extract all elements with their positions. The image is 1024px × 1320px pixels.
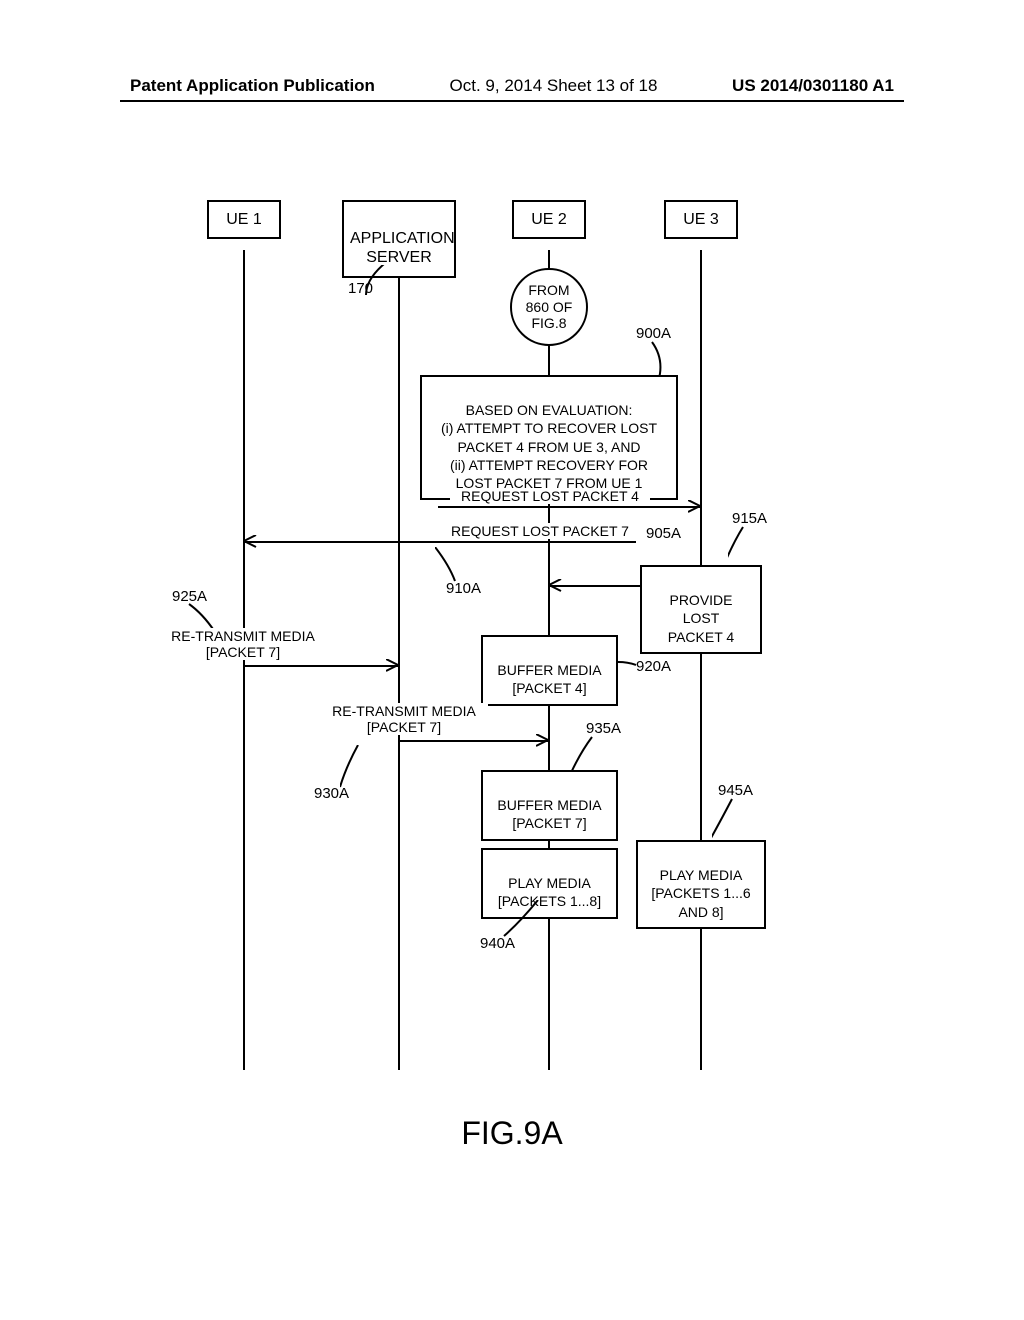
leader-940a	[500, 900, 540, 940]
arrowhead-req-lost4	[688, 500, 702, 514]
arrowhead-retrans-server	[536, 734, 550, 748]
retrans-server-label: RE-TRANSMIT MEDIA [PACKET 7]	[320, 703, 488, 735]
from-860-label: FROM 860 OF FIG.8	[526, 282, 573, 332]
actor-ue3-label: UE 3	[683, 211, 719, 228]
leader-170	[338, 265, 398, 295]
sequence-diagram: UE 1 APPLICATION SERVER UE 2 UE 3 170 FR…	[0, 200, 1024, 1100]
provide-lost4-box: PROVIDE LOST PACKET 4	[640, 565, 762, 654]
actor-ue1-label: UE 1	[226, 211, 262, 228]
play16-8-box: PLAY MEDIA [PACKETS 1...6 AND 8]	[636, 840, 766, 929]
arrowhead-retrans-ue1	[386, 659, 400, 673]
play16-8-text: PLAY MEDIA [PACKETS 1...6 AND 8]	[651, 867, 750, 919]
leader-935a	[570, 735, 596, 775]
header-center: Oct. 9, 2014 Sheet 13 of 18	[450, 76, 658, 96]
actor-ue2: UE 2	[512, 200, 586, 239]
ref-920a: 920A	[636, 658, 671, 675]
from-860-circle: FROM 860 OF FIG.8	[510, 268, 588, 346]
actor-ue1: UE 1	[207, 200, 281, 239]
arrow-retrans-ue1	[243, 665, 398, 667]
leader-915a	[728, 525, 758, 565]
msg-req-lost4: REQUEST LOST PACKET 4	[450, 488, 650, 504]
header-left: Patent Application Publication	[130, 76, 375, 96]
ref-905a: 905A	[646, 525, 681, 542]
arrow-req-lost7	[243, 541, 636, 543]
header-rule	[120, 100, 904, 102]
lifeline-ue3	[700, 250, 702, 1070]
buffer7-text: BUFFER MEDIA [PACKET 7]	[497, 797, 601, 831]
lifeline-ue1	[243, 250, 245, 1070]
buffer4-box: BUFFER MEDIA [PACKET 4]	[481, 635, 618, 706]
actor-ue2-label: UE 2	[531, 211, 567, 228]
leader-920a	[618, 655, 638, 669]
arrowhead-req-lost7	[244, 535, 258, 549]
arrow-req-lost4	[438, 506, 701, 508]
buffer7-box: BUFFER MEDIA [PACKET 7]	[481, 770, 618, 841]
eval-box: BASED ON EVALUATION: (i) ATTEMPT TO RECO…	[420, 375, 678, 500]
arrowhead-provide4	[549, 579, 563, 593]
retrans-ue1-label: RE-TRANSMIT MEDIA [PACKET 7]	[158, 628, 328, 660]
arrow-retrans-server	[398, 740, 548, 742]
leader-930a	[340, 745, 360, 789]
actor-ue3: UE 3	[664, 200, 738, 239]
actor-app-server-label: APPLICATION SERVER	[350, 230, 455, 266]
figure-title: FIG.9A	[0, 1115, 1024, 1152]
provide-lost4-text: PROVIDE LOST PACKET 4	[668, 592, 734, 644]
leader-900a	[650, 340, 690, 380]
buffer4-text: BUFFER MEDIA [PACKET 4]	[497, 662, 601, 696]
leader-910a	[435, 547, 465, 583]
msg-req-lost7: REQUEST LOST PACKET 7	[440, 523, 640, 539]
header-right: US 2014/0301180 A1	[732, 76, 894, 96]
eval-box-text: BASED ON EVALUATION: (i) ATTEMPT TO RECO…	[441, 402, 657, 491]
